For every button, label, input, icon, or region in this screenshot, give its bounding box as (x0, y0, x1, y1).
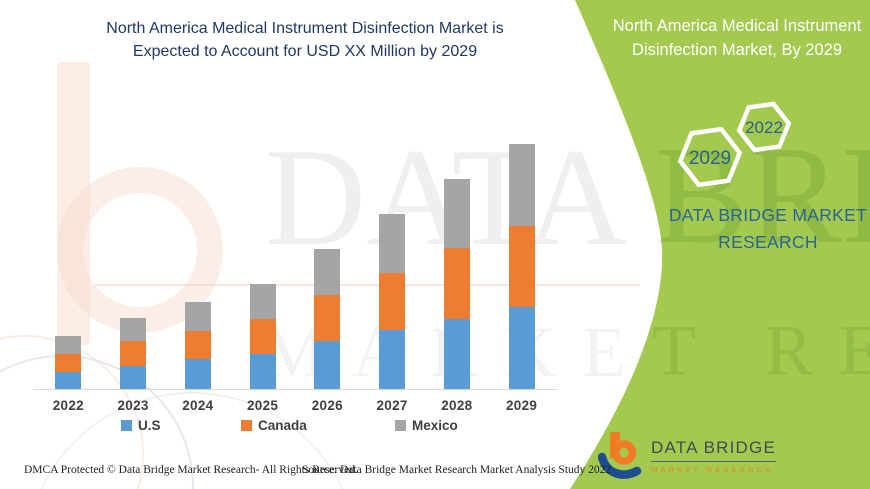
bar-segment-us (55, 372, 82, 389)
side-panel-heading-line2: Disinfection Market, By 2029 (631, 41, 842, 59)
bar-segment-us (508, 307, 535, 389)
side-panel-heading: North America Medical Instrument Disinfe… (605, 14, 869, 62)
bar-segment-mexico (120, 318, 147, 341)
x-label-slot: 2027 (360, 390, 425, 413)
side-panel-brand-line2: RESEARCH (718, 232, 818, 252)
x-axis-label-2029: 2029 (506, 398, 538, 413)
x-label-slot: 2026 (295, 390, 360, 413)
stacked-bar-2022 (55, 336, 82, 389)
legend-item-canada: Canada (241, 418, 307, 433)
legend-item-mexico: Mexico (395, 418, 458, 433)
bar-slot (295, 249, 360, 389)
x-label-slot: 2023 (101, 390, 166, 413)
stacked-bar-2025 (249, 284, 276, 389)
bar-segment-canada (508, 226, 535, 307)
stacked-bar-2024 (184, 302, 211, 389)
hexagon-year-left: 2029 (689, 148, 731, 169)
hexagon-2029 (677, 126, 743, 188)
chart-title-line2: Expected to Account for USD XX Million b… (132, 43, 478, 60)
logo-tagline: MARKET RESEARCH (651, 465, 774, 474)
stacked-bar-2026 (314, 249, 341, 389)
company-logo: DATA BRIDGE MARKET RESEARCH (598, 431, 776, 481)
hexagon-year-right: 2022 (745, 118, 783, 137)
footer-dmca-notice: DMCA Protected © Data Bridge Market Rese… (24, 464, 358, 476)
stacked-bar-2029 (508, 144, 535, 389)
bar-segment-canada (55, 354, 82, 372)
bar-segment-canada (443, 248, 470, 319)
legend-swatch (241, 420, 252, 431)
x-axis-label-2028: 2028 (441, 398, 473, 413)
legend-label: Canada (258, 418, 307, 433)
bar-segment-mexico (184, 302, 211, 331)
bar-segment-canada (184, 331, 211, 359)
legend-swatch (121, 420, 132, 431)
year-hexagons: 2029 2022 (677, 101, 792, 188)
bar-segment-us (120, 366, 147, 389)
plot-area (33, 128, 557, 390)
x-axis-label-2022: 2022 (52, 398, 84, 413)
bar-segment-mexico (443, 179, 470, 248)
bar-segment-mexico (508, 144, 535, 226)
legend-swatch (395, 420, 406, 431)
footer-source-note: Source: Data Bridge Market Research Mark… (302, 464, 612, 476)
x-label-slot: 2024 (166, 390, 231, 413)
chart-title: North America Medical Instrument Disinfe… (20, 17, 590, 63)
x-label-slot: 2029 (489, 390, 554, 413)
bar-segment-mexico (55, 336, 82, 354)
logo-name: DATA BRIDGE (651, 438, 776, 462)
legend-label: U.S (138, 418, 161, 433)
bar-segment-canada (314, 295, 341, 341)
bar-slot (101, 318, 166, 389)
bar-segment-mexico (314, 249, 341, 295)
x-axis-label-2023: 2023 (117, 398, 149, 413)
legend-item-us: U.S (121, 418, 161, 433)
bar-segment-us (379, 330, 406, 389)
stacked-bar-chart: 2022 2023 2024 2025 2026 2027 2028 2029 (33, 128, 557, 413)
hexagon-2022 (736, 101, 792, 153)
x-label-slot: 2028 (425, 390, 490, 413)
legend-label: Mexico (412, 418, 458, 433)
bar-segment-canada (379, 273, 406, 330)
side-panel-brand-line1: DATA BRIDGE MARKET (668, 205, 868, 225)
bar-segment-mexico (249, 284, 276, 319)
bar-slot (360, 214, 425, 389)
green-panel-background (570, 0, 870, 489)
stacked-bar-2028 (443, 179, 470, 389)
x-axis-label-2025: 2025 (247, 398, 279, 413)
bar-slot (489, 144, 554, 389)
bar-segment-mexico (379, 214, 406, 273)
bar-segment-canada (120, 341, 147, 366)
bar-segment-us (184, 359, 211, 389)
x-label-slot: 2025 (230, 390, 295, 413)
bar-segment-us (443, 319, 470, 389)
chart-legend: U.S Canada Mexico (33, 418, 557, 436)
bar-slot (230, 284, 295, 389)
x-axis-label-2024: 2024 (182, 398, 214, 413)
bar-segment-canada (249, 319, 276, 354)
stacked-bar-2027 (379, 214, 406, 389)
x-axis-label-2027: 2027 (376, 398, 408, 413)
x-axis-labels: 2022 2023 2024 2025 2026 2027 2028 2029 (33, 390, 557, 413)
bar-slot (36, 336, 101, 389)
bar-slot (425, 179, 490, 389)
logo-text-block: DATA BRIDGE MARKET RESEARCH (651, 431, 776, 474)
side-panel-brand: DATA BRIDGE MARKET RESEARCH (650, 202, 870, 256)
bar-segment-us (249, 354, 276, 389)
x-label-slot: 2022 (36, 390, 101, 413)
stacked-bar-2023 (120, 318, 147, 389)
chart-title-line1: North America Medical Instrument Disinfe… (106, 20, 504, 37)
bar-slot (166, 302, 231, 389)
bar-segment-us (314, 341, 341, 389)
data-bridge-logo-icon (598, 432, 642, 479)
x-axis-label-2026: 2026 (311, 398, 343, 413)
side-panel-heading-line1: North America Medical Instrument (612, 17, 862, 35)
